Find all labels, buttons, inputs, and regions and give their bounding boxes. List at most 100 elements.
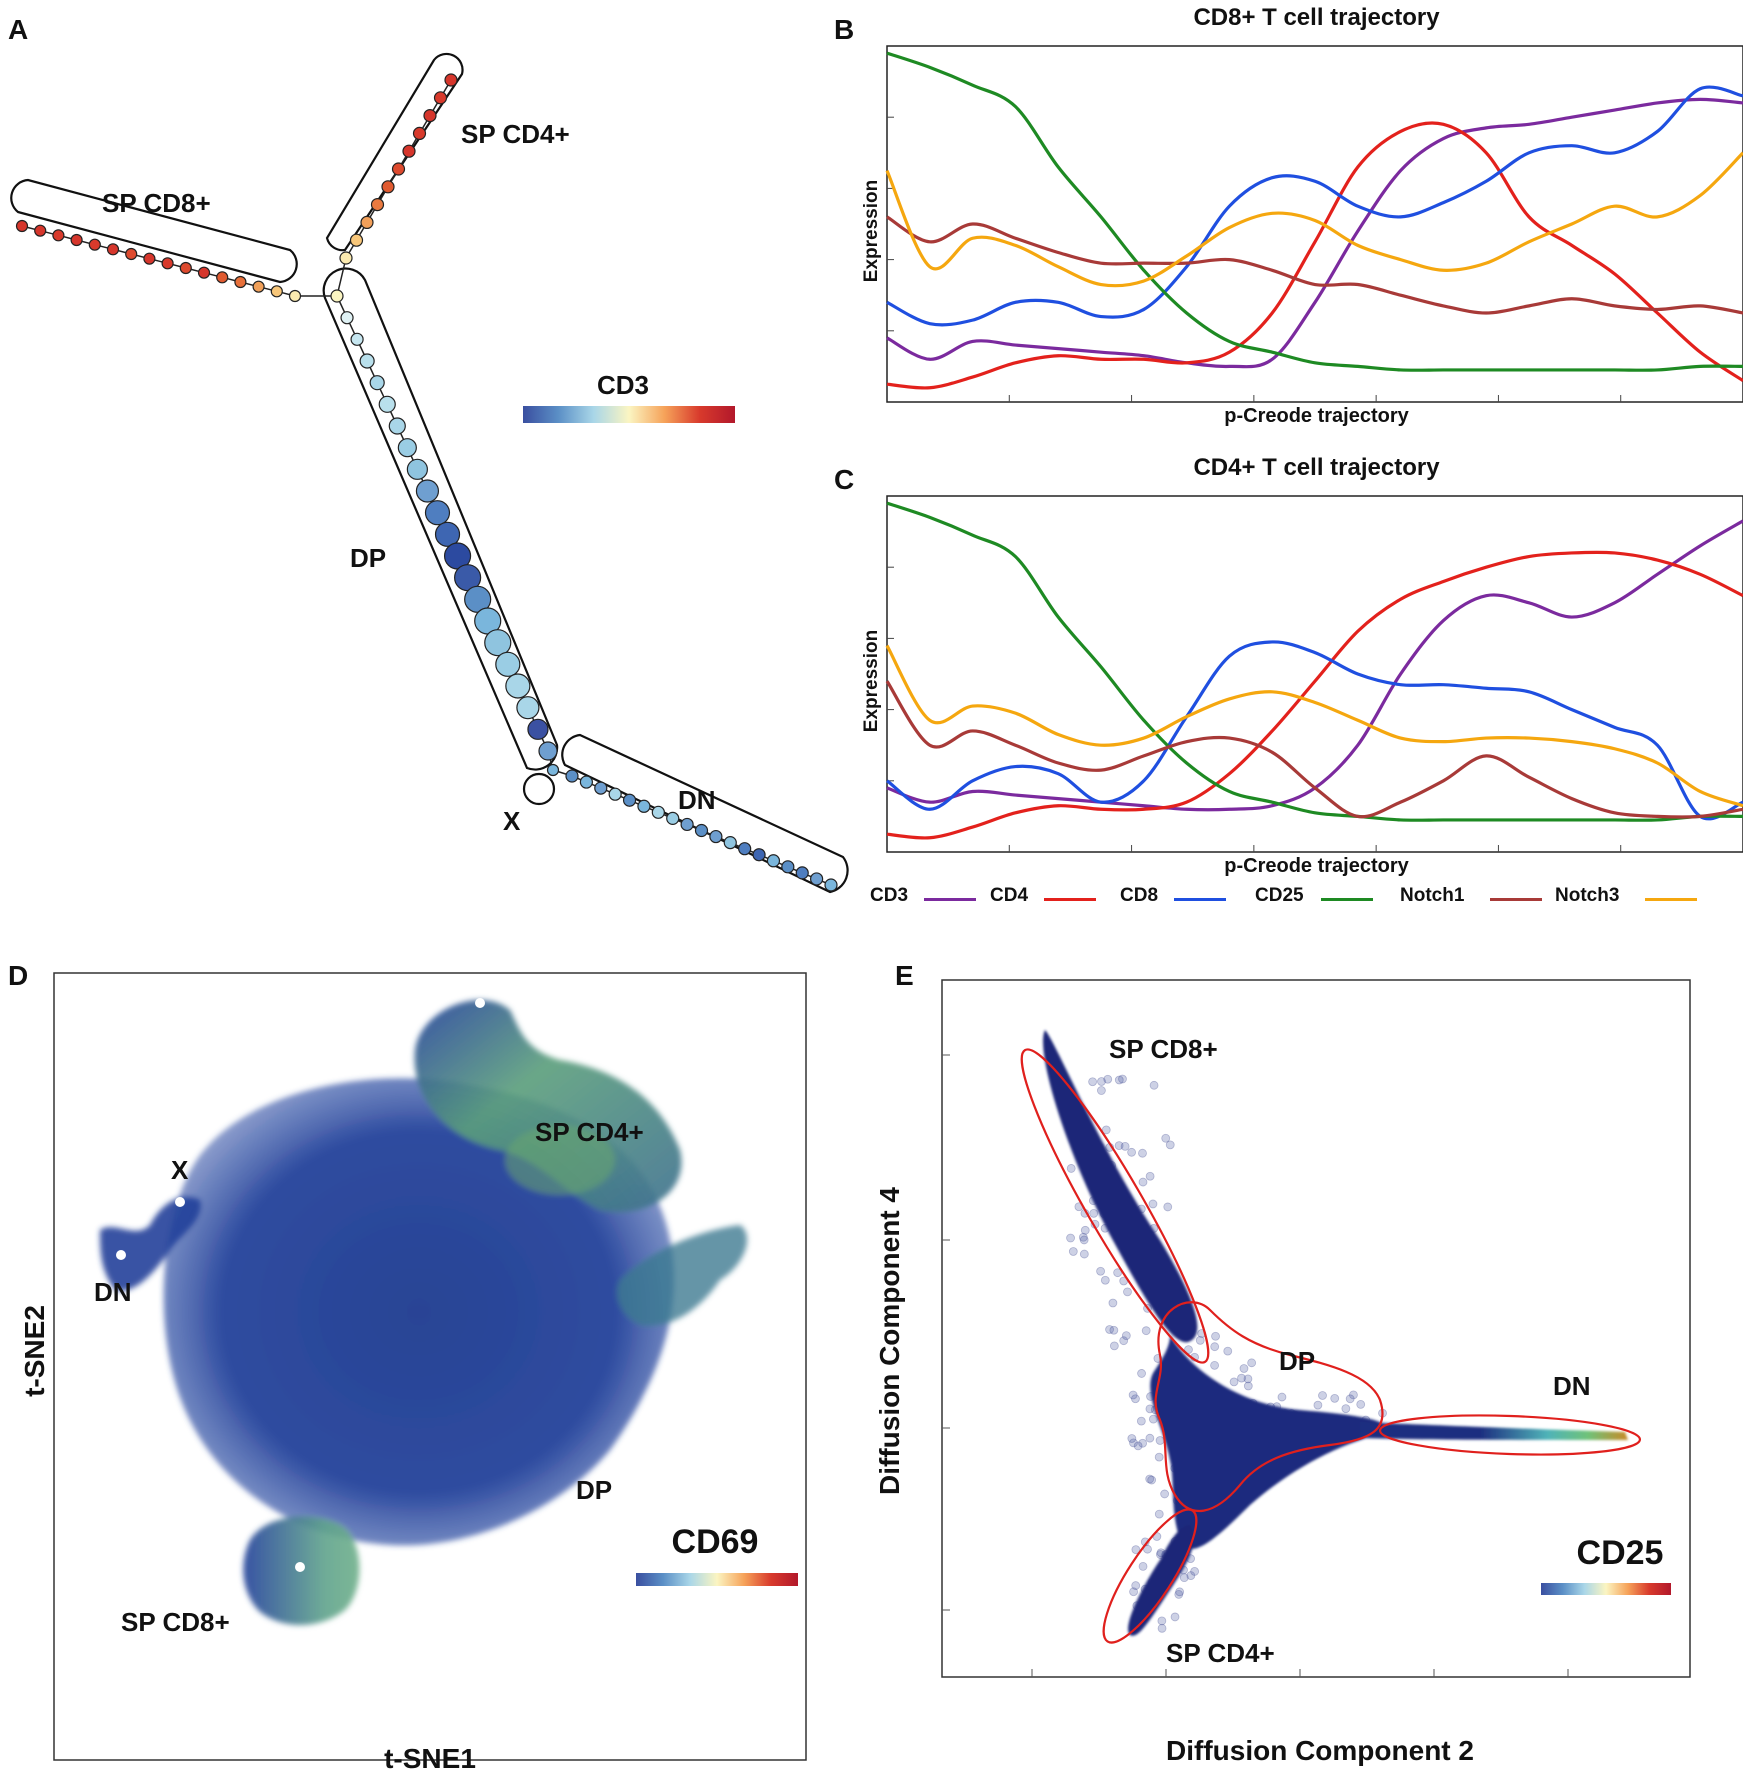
- scatter-point: [1066, 1164, 1076, 1173]
- node-dn: [810, 872, 824, 886]
- scatter-point: [1127, 1147, 1137, 1157]
- outline-sp-cd8: [10, 178, 298, 284]
- series-line-notch3: [885, 151, 1743, 288]
- label-sp-cd8: SP CD8+: [102, 188, 211, 218]
- centroid-sp-cd4: [475, 998, 485, 1008]
- scatter-point: [1129, 1438, 1138, 1448]
- node-dp: [350, 332, 364, 346]
- label-d-x: X: [171, 1155, 189, 1185]
- legend-label-cd25: CD25: [1255, 885, 1304, 906]
- chart-title-c: CD4+ T cell trajectory: [1193, 454, 1440, 481]
- scatter-point: [1127, 1434, 1137, 1443]
- node-sp-cd8: [34, 224, 47, 237]
- scatter-point: [1145, 1404, 1155, 1414]
- scatter-point: [1103, 1074, 1113, 1084]
- panel-letter-b: B: [834, 14, 855, 45]
- node-sp-cd8: [216, 271, 229, 284]
- scatter-point: [1131, 1581, 1141, 1590]
- scatter-point: [1247, 1358, 1257, 1368]
- e-outline-sp-cd4: [1102, 1508, 1198, 1644]
- scatter-point: [1313, 1400, 1323, 1410]
- label-e-sp-cd8: SP CD8+: [1109, 1034, 1218, 1064]
- scatter-point: [1223, 1346, 1233, 1356]
- scatter-point: [1277, 1392, 1287, 1402]
- series-line-cd25: [886, 51, 1743, 372]
- label-d-sp-cd8: SP CD8+: [121, 1607, 230, 1637]
- node-sp-cd4: [360, 215, 374, 229]
- node-dn: [594, 781, 608, 795]
- series-line-cd8: [886, 640, 1743, 821]
- scatter-point: [1101, 1125, 1111, 1135]
- scatter-point: [1145, 1474, 1155, 1484]
- node-sp-cd4: [423, 108, 437, 123]
- node-sp-cd8: [161, 257, 174, 270]
- centroid-dn: [116, 1250, 126, 1260]
- plot-frame: [886, 495, 1743, 853]
- e-outline-dn: [1378, 1414, 1642, 1456]
- legend-swatch-notch3: [1645, 898, 1697, 901]
- label-dp: DP: [350, 543, 387, 573]
- scatter-point: [1195, 1335, 1205, 1345]
- node-sp-cd4: [370, 198, 385, 212]
- node-dn: [723, 836, 737, 850]
- scatter-point: [1066, 1233, 1075, 1243]
- panel-e: E: [870, 950, 1743, 1777]
- scatter-point: [1157, 1623, 1167, 1633]
- series-line-cd25: [886, 501, 1743, 822]
- scatter-point: [1145, 1433, 1155, 1443]
- scatter-point: [1068, 1247, 1078, 1256]
- scatter-point: [1184, 1345, 1193, 1354]
- line-chart-c: [885, 495, 1743, 853]
- scatter-point: [1123, 1287, 1132, 1297]
- node-sp-cd4: [381, 180, 395, 194]
- panel-letter-e: E: [895, 960, 914, 991]
- legend-swatch-cd3: [924, 898, 976, 901]
- node-dp: [495, 651, 521, 677]
- node-sp-cd4: [402, 144, 416, 158]
- scatter-point: [1243, 1374, 1253, 1384]
- tsne-plot: [53, 972, 807, 1761]
- cluster-right-fragment: [616, 1225, 748, 1326]
- panel-letter-d: D: [8, 960, 29, 991]
- scatter-point: [1105, 1325, 1114, 1334]
- panel-a: A SP CD8+ SP CD4+ DP X DN CD3: [0, 0, 860, 900]
- scatter-point: [1079, 1249, 1089, 1259]
- node-dn: [795, 866, 809, 880]
- node-sp-cd8: [70, 233, 83, 247]
- e-arm-sp-cd8: [1043, 1030, 1198, 1343]
- series-line-cd3: [886, 519, 1743, 812]
- node-dn: [608, 787, 622, 801]
- e-ticks: [942, 1054, 1569, 1677]
- scatter-point: [1119, 1336, 1129, 1346]
- scatter-point: [1089, 1208, 1099, 1218]
- scatter-point: [1114, 1075, 1124, 1085]
- legend-swatch-cd8: [1174, 898, 1226, 901]
- label-d-dp: DP: [576, 1475, 613, 1505]
- node-sp-cd4: [444, 73, 458, 87]
- scatter-point: [1330, 1393, 1340, 1403]
- scatter-point: [1190, 1566, 1200, 1576]
- legend-label-notch1: Notch1: [1400, 885, 1465, 906]
- scatter-point: [1109, 1325, 1119, 1335]
- panel-c: C CD4+ T cell trajectory p-Creode trajec…: [830, 450, 1743, 890]
- scatter-point: [1163, 1202, 1173, 1212]
- node-dp: [369, 375, 385, 391]
- node-sp-cd8: [270, 285, 283, 298]
- node-dp: [424, 500, 451, 526]
- scatter-point: [1080, 1225, 1090, 1235]
- node-dp: [484, 629, 512, 657]
- e-arm-dn: [1360, 1422, 1628, 1440]
- node-sp-cd8: [143, 252, 156, 265]
- node-dp: [330, 289, 344, 303]
- scatter-point: [1161, 1133, 1171, 1143]
- x-axis-label-d: t-SNE1: [384, 1743, 476, 1774]
- series-line-notch1: [886, 215, 1743, 315]
- scatter-point: [1097, 1086, 1106, 1095]
- series-line-cd8: [886, 85, 1743, 327]
- node-dp: [406, 458, 428, 480]
- y-axis-label-b: Expression: [861, 179, 882, 283]
- node-sp-cd8: [52, 229, 65, 242]
- outline-dn: [561, 733, 849, 894]
- node-dn: [680, 817, 694, 832]
- scatter-point: [1356, 1400, 1366, 1409]
